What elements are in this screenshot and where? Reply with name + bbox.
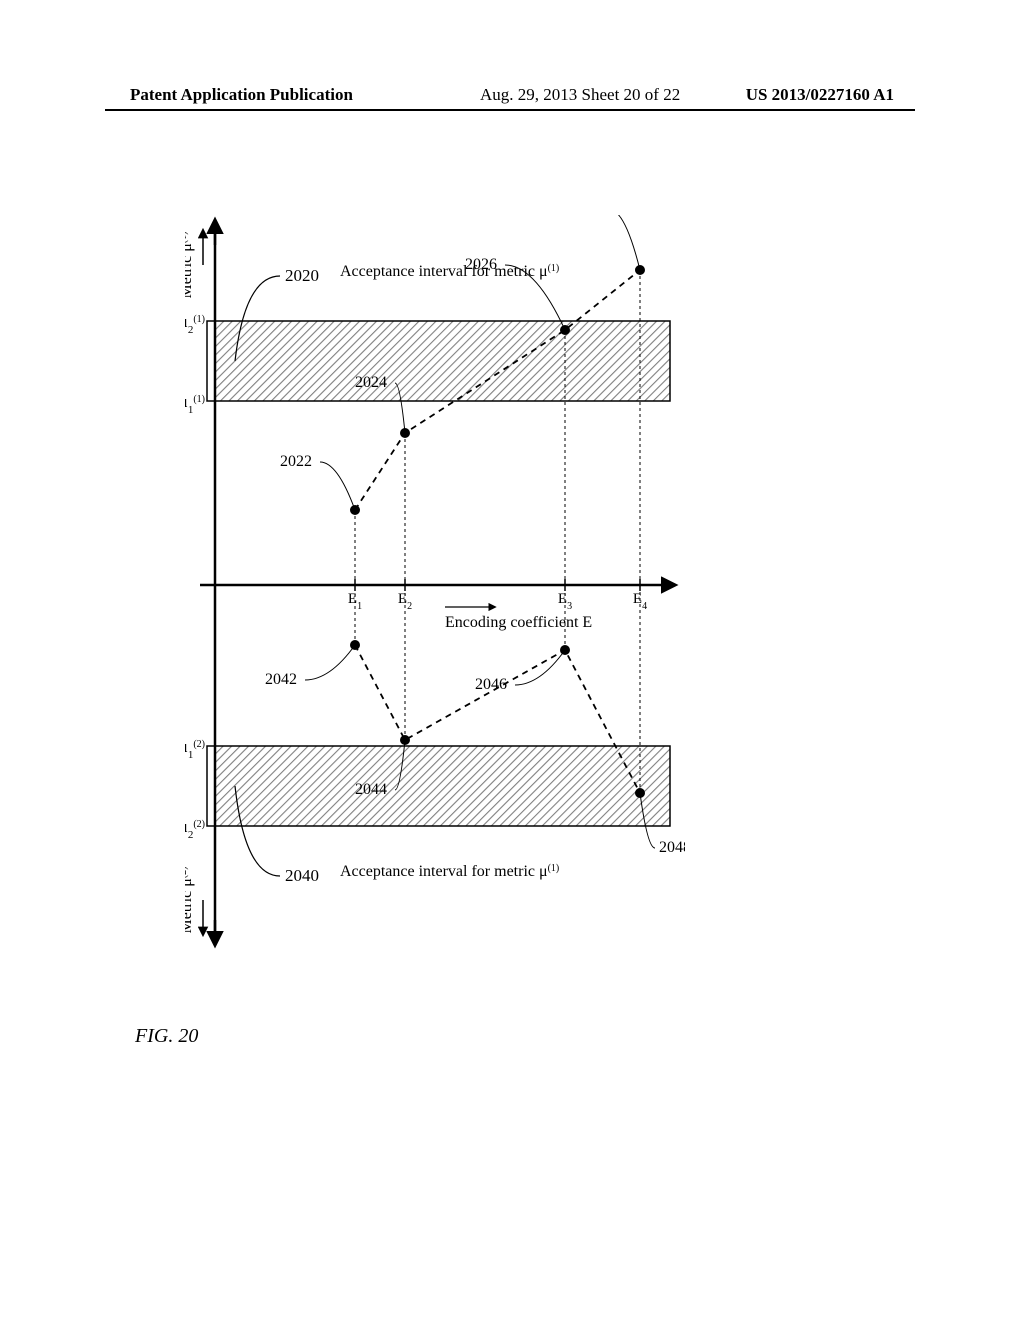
svg-text:μ1(1): μ1(1) (185, 392, 205, 416)
svg-text:μ2(2): μ2(2) (185, 817, 205, 841)
svg-text:μ1(2): μ1(2) (185, 737, 205, 761)
svg-text:2020: 2020 (285, 266, 319, 285)
svg-text:μ2(1): μ2(1) (185, 312, 205, 336)
svg-text:Metric μ(2): Metric μ(2) (185, 867, 195, 934)
svg-text:Metric μ(1): Metric μ(1) (185, 232, 195, 299)
figure-svg: Metric μ(1) Metric μ(2) μ2(1) μ1(1) μ1(2) μ2(… (185, 215, 685, 975)
svg-text:2048: 2048 (659, 839, 685, 856)
svg-text:2028: 2028 (570, 215, 602, 218)
header-center-text: Aug. 29, 2013 Sheet 20 of 22 (480, 85, 680, 105)
svg-text:2026: 2026 (465, 256, 497, 273)
header-left-text: Patent Application Publication (130, 85, 353, 105)
header-right-text: US 2013/0227160 A1 (746, 85, 894, 105)
svg-text:2024: 2024 (355, 374, 387, 391)
svg-text:Encoding coefficient E: Encoding coefficient E (445, 614, 592, 631)
figure-label: FIG. 20 (135, 1025, 198, 1048)
svg-text:2040: 2040 (285, 866, 319, 885)
svg-text:Acceptance interval for metric: Acceptance interval for metric μ(1) (340, 863, 559, 881)
svg-text:2042: 2042 (265, 671, 297, 688)
svg-text:2044: 2044 (355, 781, 387, 798)
svg-text:2022: 2022 (280, 453, 312, 470)
figure-20: Metric μ(1) Metric μ(2) μ2(1) μ1(1) μ1(2) μ2(… (185, 215, 685, 975)
header-rule (105, 109, 915, 111)
svg-text:Acceptance interval for metric: Acceptance interval for metric μ(1) (340, 263, 559, 281)
svg-text:2046: 2046 (475, 676, 507, 693)
